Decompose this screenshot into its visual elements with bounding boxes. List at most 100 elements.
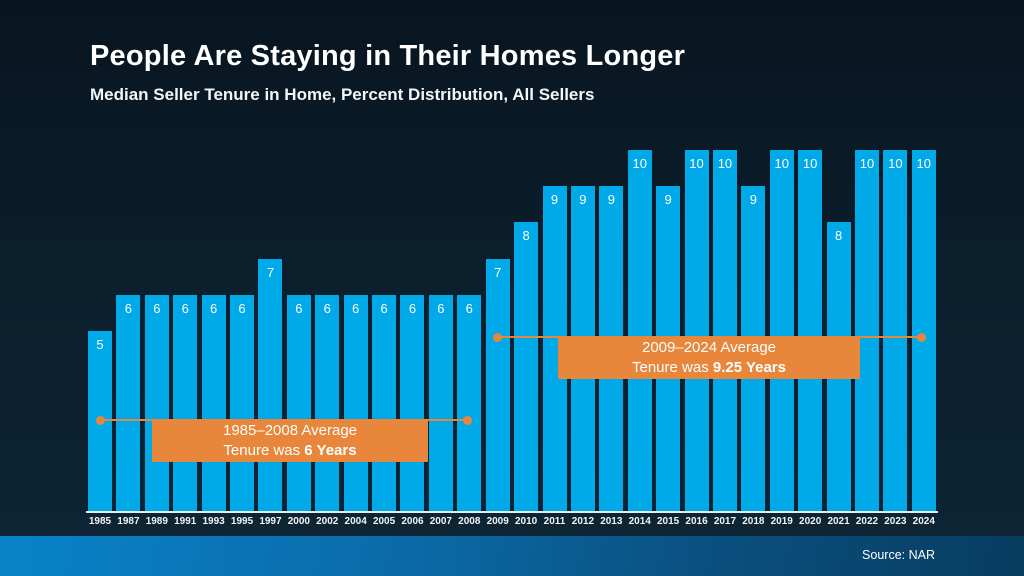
x-axis-labels: 1985 1987 1989 1991 1993 1995 1997 2000 2002 2004… (88, 516, 936, 527)
bar-value-label: 8 (834, 228, 843, 244)
x-axis-label-2009: 2009 (486, 516, 509, 527)
bar-2004: 6 (343, 294, 368, 512)
bar-2006: 6 (400, 294, 425, 512)
annotation-line-endpoint-icon (917, 332, 926, 342)
x-axis-label-1989: 1989 (145, 516, 168, 527)
x-axis-label-2008: 2008 (458, 516, 481, 527)
bar-value-label: 9 (550, 192, 559, 208)
x-axis-label-1995: 1995 (230, 516, 254, 527)
bar-2000: 6 (286, 294, 311, 512)
x-axis-label-2000: 2000 (287, 516, 310, 527)
x-axis-label-2006: 2006 (401, 516, 424, 527)
x-axis-label-2014: 2014 (628, 516, 651, 527)
x-axis-label-2020: 2020 (799, 516, 822, 527)
page-subtitle: Median Seller Tenure in Home, Percent Di… (90, 85, 595, 104)
bar-value-label: 6 (408, 300, 417, 316)
x-axis-label-1993: 1993 (202, 516, 225, 527)
bar-2023: 10 (883, 150, 908, 512)
bar-value-label: 10 (916, 156, 932, 171)
bar-value-label: 9 (749, 192, 757, 208)
bar-2009: 7 (485, 258, 510, 512)
bar-value-label: 5 (96, 337, 104, 352)
x-axis-label-2018: 2018 (742, 516, 765, 527)
bar-2017: 10 (712, 150, 737, 512)
x-axis-label-2007: 2007 (429, 516, 452, 527)
bar-value-label: 6 (124, 300, 133, 316)
bar-value-label: 7 (494, 264, 502, 280)
bar-value-label: 10 (888, 156, 903, 171)
bar-value-label: 10 (859, 156, 875, 171)
annotation-line-endpoint-icon (96, 415, 105, 425)
annotation-box-2009-2024: 2009–2024 Average Tenure was 9.25 Years (558, 337, 860, 379)
bar-2007: 6 (428, 294, 453, 512)
x-axis-label-2021: 2021 (827, 516, 850, 527)
bar-value-label: 6 (153, 300, 161, 316)
bar-value-label: 6 (437, 300, 445, 316)
bar-1997: 7 (258, 258, 283, 512)
x-axis-label-2016: 2016 (685, 516, 708, 527)
x-axis-label-1985: 1985 (88, 516, 112, 527)
x-axis-label-2005: 2005 (372, 516, 396, 527)
x-axis-label-2023: 2023 (884, 516, 907, 527)
bar-2008: 6 (457, 294, 482, 512)
annotation-text-line1: 1985–2008 Average (222, 421, 358, 439)
bar-value-label: 6 (295, 300, 303, 316)
bar-value-label: 8 (522, 228, 530, 244)
bar-value-label: 6 (181, 300, 189, 316)
bar-value-label: 7 (266, 264, 275, 280)
x-axis-label-1987: 1987 (117, 516, 140, 527)
bar-value-label: 6 (210, 300, 218, 316)
x-axis-label-2012: 2012 (571, 516, 595, 527)
bar-1993: 6 (201, 294, 226, 512)
x-axis-label-2011: 2011 (543, 516, 566, 527)
bar-value-label: 9 (664, 192, 672, 208)
bar-2020: 10 (798, 150, 823, 512)
bar-2014: 10 (627, 150, 652, 512)
bar-value-label: 6 (380, 300, 388, 316)
bar-2016: 10 (684, 150, 709, 512)
bar-value-label: 6 (323, 300, 331, 316)
bar-value-label: 6 (352, 300, 360, 316)
bar-2024: 10 (911, 150, 936, 512)
annotation-text-line1: 2009–2024 Average (641, 339, 777, 356)
x-axis-label-1991: 1991 (174, 516, 197, 527)
source-attribution: Source: NAR (862, 548, 935, 562)
bar-value-label: 10 (717, 156, 733, 171)
bar-value-label: 6 (465, 300, 473, 316)
bar-value-label: 9 (607, 192, 615, 208)
footer-band (0, 536, 1024, 576)
bar-1989: 6 (144, 294, 169, 512)
bar-value-label: 6 (238, 300, 246, 316)
bar-value-label: 10 (774, 156, 789, 171)
bar-1991: 6 (173, 294, 198, 512)
x-axis-label-2015: 2015 (657, 516, 680, 527)
x-axis-label-2017: 2017 (713, 516, 737, 527)
bar-1995: 6 (230, 294, 255, 512)
annotation-line-endpoint-icon (493, 332, 502, 342)
bar-2005: 6 (372, 294, 397, 512)
bar-2019: 10 (769, 150, 794, 512)
annotation-line-endpoint-icon (463, 415, 472, 425)
bar-2010: 8 (514, 222, 539, 512)
page-title: People Are Staying in Their Homes Longer (90, 40, 686, 72)
bar-value-label: 10 (802, 156, 818, 171)
x-axis-label-1997: 1997 (259, 516, 282, 527)
annotation-text-line2: Tenure was 6 Years (223, 441, 357, 459)
x-axis-label-2013: 2013 (600, 516, 623, 527)
bar-value-label: 9 (579, 192, 587, 208)
x-axis-label-2010: 2010 (514, 516, 538, 527)
bar-2002: 6 (315, 294, 340, 512)
annotation-box-1985-2008: 1985–2008 Average Tenure was 6 Years (152, 419, 428, 462)
bar-value-label: 10 (689, 156, 704, 171)
bar-value-label: 10 (632, 156, 647, 171)
x-axis-label-2002: 2002 (316, 516, 339, 527)
x-axis-label-2022: 2022 (855, 516, 879, 527)
annotation-text-line2: Tenure was 9.25 Years (631, 359, 786, 376)
bar-1987: 6 (116, 294, 141, 512)
x-axis-label-2004: 2004 (344, 516, 367, 527)
x-axis-baseline (86, 511, 938, 513)
x-axis-label-2019: 2019 (770, 516, 793, 527)
x-axis-label-2024: 2024 (912, 516, 935, 527)
bar-2022: 10 (854, 150, 879, 512)
